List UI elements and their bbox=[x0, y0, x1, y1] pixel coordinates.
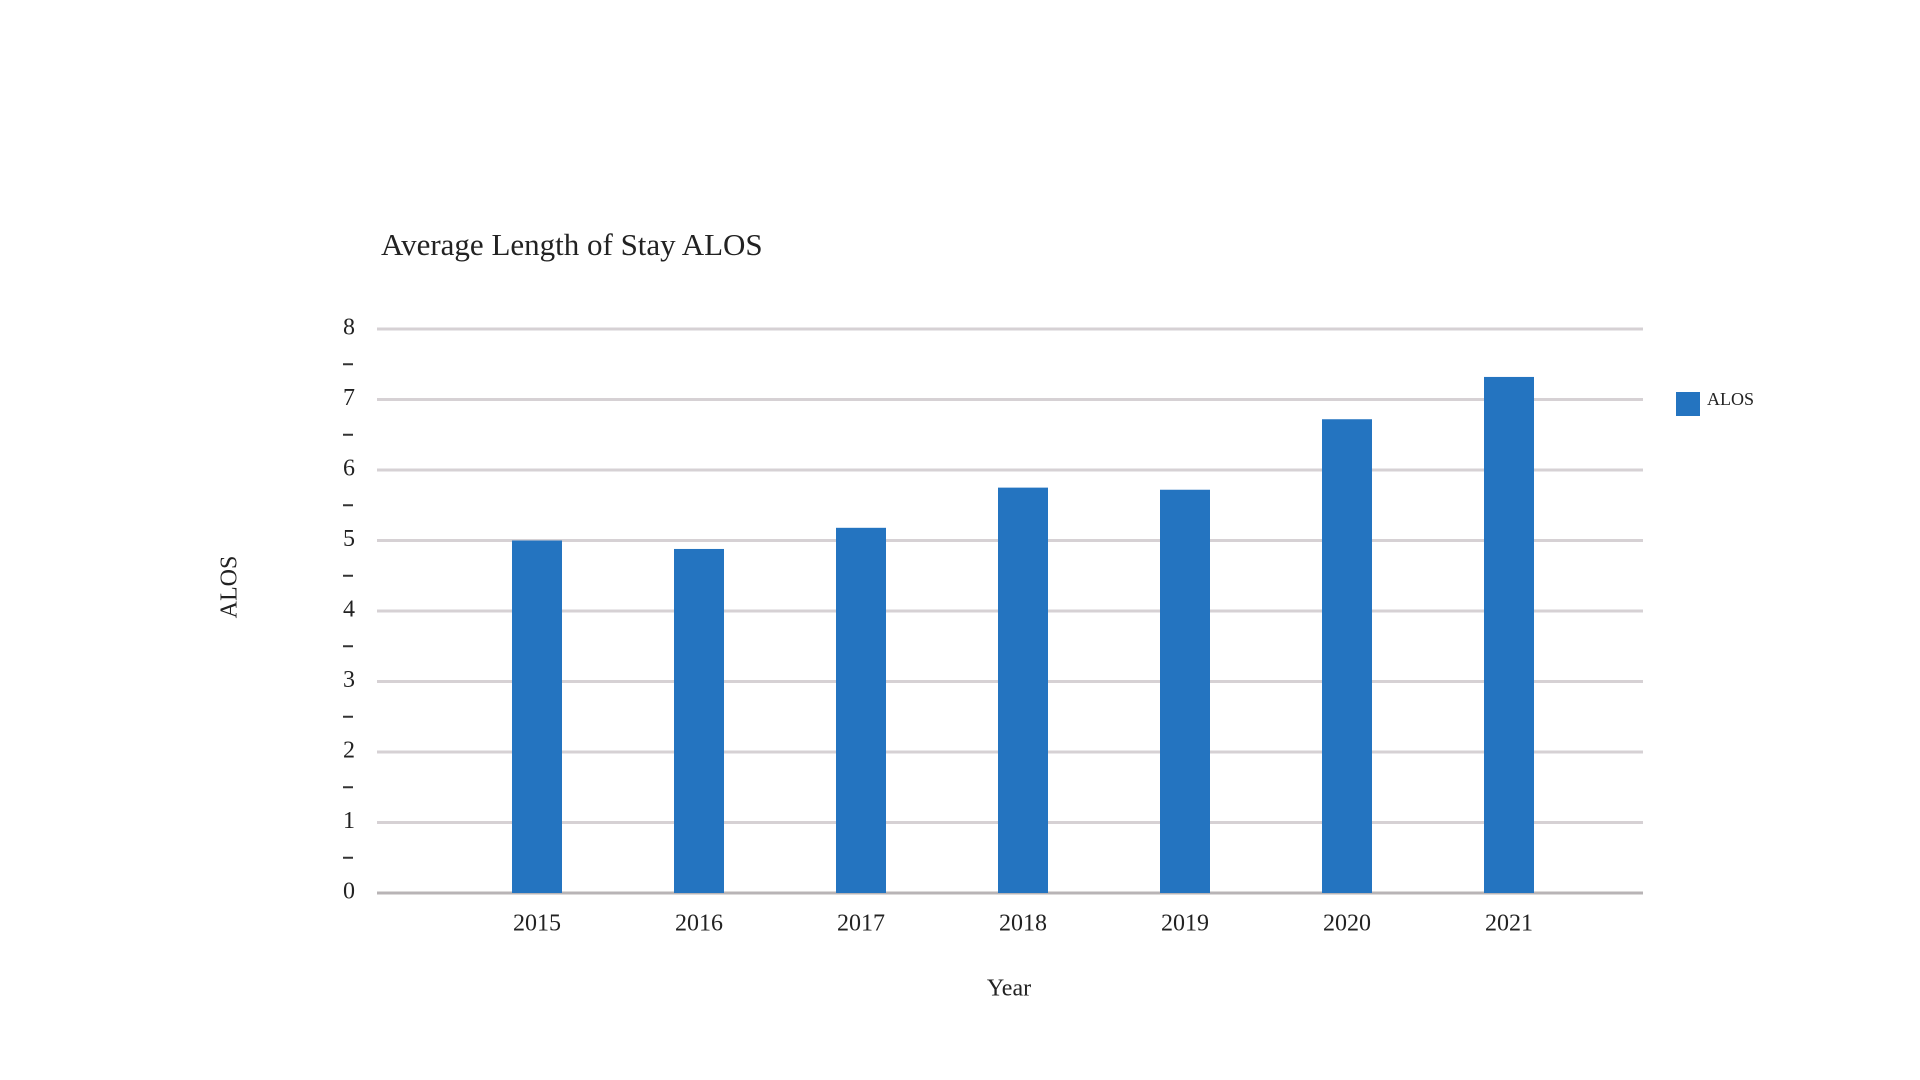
bar bbox=[674, 548, 724, 893]
y-tick-label: 6 bbox=[343, 456, 355, 482]
x-tick-label: 2015 bbox=[513, 911, 561, 937]
y-tick-label: 0 bbox=[343, 879, 355, 905]
bar bbox=[998, 487, 1048, 893]
y-tick-label: 4 bbox=[343, 597, 355, 623]
chart-title: Average Length of Stay ALOS bbox=[381, 227, 763, 262]
bar bbox=[1484, 376, 1534, 893]
legend-swatch bbox=[1676, 392, 1700, 416]
y-axis-label: ALOS bbox=[217, 556, 243, 619]
y-tick-label: 1 bbox=[343, 808, 355, 834]
bar bbox=[512, 540, 562, 893]
y-tick-label: 3 bbox=[343, 667, 355, 693]
bar bbox=[1322, 419, 1372, 893]
x-tick-label: 2018 bbox=[999, 911, 1047, 937]
bar bbox=[836, 527, 886, 893]
x-tick-label: 2020 bbox=[1323, 911, 1371, 937]
legend-label: ALOS bbox=[1707, 389, 1754, 409]
y-tick-label: 5 bbox=[343, 526, 355, 552]
x-tick-label: 2019 bbox=[1161, 911, 1209, 937]
x-tick-label: 2017 bbox=[837, 911, 885, 937]
x-tick-label: 2021 bbox=[1485, 911, 1533, 937]
y-tick-label: 8 bbox=[343, 315, 355, 341]
x-axis-label: Year bbox=[987, 976, 1031, 1002]
bar bbox=[1160, 489, 1210, 893]
y-tick-label: 2 bbox=[343, 738, 355, 764]
y-tick-label: 7 bbox=[343, 385, 355, 411]
x-tick-label: 2016 bbox=[675, 911, 723, 937]
